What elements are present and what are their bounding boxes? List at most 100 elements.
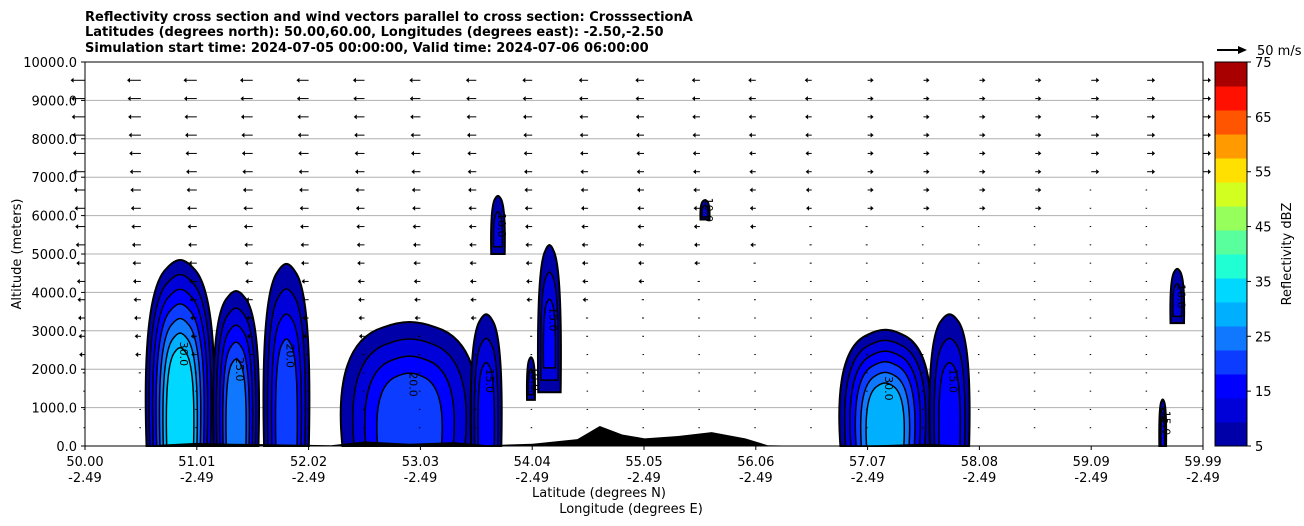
x-tick-label-lon: -2.49 [739, 471, 773, 486]
reflectivity-contour [1160, 415, 1166, 447]
wind-vector-head [135, 352, 139, 358]
wind-vector-head [982, 132, 986, 138]
chart-title: Reflectivity cross section and wind vect… [85, 10, 693, 56]
y-tick-label: 9000.0 [32, 94, 78, 109]
wind-vector-head [522, 96, 526, 102]
title-line-1: Reflectivity cross section and wind vect… [85, 10, 693, 25]
wind-vector-head [870, 114, 874, 120]
wind-vector-head [635, 96, 639, 102]
y-tick-label: 2000.0 [32, 363, 78, 378]
x-tick-label-lon: -2.49 [292, 471, 326, 486]
wind-vector-head [79, 352, 83, 358]
wind-vector-head [131, 242, 135, 248]
wind-vector-head [410, 132, 414, 138]
wind-vector-head [242, 169, 246, 175]
wind-vector-head [749, 205, 753, 211]
wind-vector-head [77, 297, 81, 303]
wind-vector-head [244, 260, 248, 266]
colorbar-tick-label: 65 [1255, 111, 1272, 126]
colorbar-segment [1215, 110, 1247, 135]
wind-vector-head [355, 205, 359, 211]
wind-vector-head [354, 132, 358, 138]
wind-vector-head [578, 77, 582, 83]
wind-vector-head [469, 278, 473, 284]
y-axis-label: Altitude (meters) [10, 199, 25, 310]
colorbar-tick-label: 5 [1255, 440, 1263, 455]
wind-vector-head [133, 278, 137, 284]
contour-label: 10.0 [528, 367, 541, 392]
wind-vector-head [1152, 169, 1156, 175]
wind-vector-head [748, 114, 752, 120]
wind-vector-head [1208, 114, 1211, 120]
x-tick-label-lat: 57.07 [849, 455, 886, 470]
contour-label: 15.0 [483, 368, 496, 393]
x-tick-label-lon: -2.49 [404, 471, 438, 486]
colorbar-tick-label: 45 [1255, 221, 1272, 236]
wind-vector-head [1152, 132, 1156, 138]
wind-vector-head [692, 132, 696, 138]
wind-vector-head [1208, 77, 1211, 83]
wind-vector-head [413, 242, 416, 248]
wind-vector-head [749, 169, 753, 175]
wind-vector-head [805, 169, 809, 175]
wind-vector-head [1208, 96, 1211, 102]
wind-vector-head [296, 77, 300, 83]
wind-vector-head [241, 150, 245, 156]
x-tick-label-lon: -2.49 [1074, 471, 1108, 486]
wind-vector-head [76, 260, 80, 266]
wind-vector-head [134, 315, 138, 321]
wind-vector-head [246, 333, 250, 339]
x-tick-label-lat: 59.09 [1073, 455, 1110, 470]
wind-vector-head [301, 297, 305, 303]
wind-vector-head [1096, 132, 1100, 138]
wind-vector-head [582, 297, 586, 303]
wind-vector-head [466, 114, 470, 120]
wind-vector-head [524, 187, 528, 193]
wind-vector-head [133, 297, 137, 303]
wind-vector-head [870, 169, 874, 175]
colorbar-segment [1215, 422, 1247, 447]
wind-vector-head [245, 297, 249, 303]
wind-vector-head [750, 242, 754, 248]
wind-vector-head [244, 242, 248, 248]
wind-vector-head [523, 114, 527, 120]
wind-vector-head [299, 187, 303, 193]
wind-vector-head [132, 260, 136, 266]
contour-label: 10.0 [702, 198, 715, 223]
x-axis-label-lat: Latitude (degrees N) [532, 486, 666, 501]
wind-vector-head [466, 132, 470, 138]
wind-vector-head [187, 205, 191, 211]
wind-vector-head [926, 205, 930, 211]
wind-vector-head [130, 187, 134, 193]
colorbar-tick-label: 25 [1255, 330, 1272, 345]
colorbar-segment [1215, 254, 1247, 279]
wind-vector-head [78, 315, 81, 321]
wind-vector-head [523, 132, 527, 138]
wind-vector-head [72, 150, 76, 156]
colorbar-segment [1215, 302, 1247, 327]
colorbar: 5 15 25 35 45 55 65 75 [1214, 56, 1272, 455]
wind-vector-head [579, 114, 583, 120]
y-tick-label: 4000.0 [32, 286, 78, 301]
wind-vector-head [414, 315, 418, 321]
y-tick-label: 5000.0 [32, 248, 78, 263]
wind-vector-head [1038, 169, 1042, 175]
x-tick-label-lon: -2.49 [68, 471, 102, 486]
reflectivity-contour [1172, 283, 1183, 318]
wind-vector-head [187, 224, 191, 230]
contour-label: 15.0 [1160, 411, 1173, 436]
wind-vector-head [74, 187, 77, 193]
wind-vector-head [409, 77, 413, 83]
wind-vector-head [1096, 77, 1100, 83]
wind-vector-head [191, 352, 195, 358]
wind-vector-head [297, 132, 301, 138]
contour-label: 30.0 [177, 342, 190, 367]
colorbar-segment [1215, 350, 1247, 375]
wind-vector-head [982, 96, 986, 102]
reflectivity-contour [274, 338, 299, 447]
wind-vector-head [129, 150, 133, 156]
wind-vector-head [1152, 114, 1156, 120]
wind-vector-head [412, 224, 416, 230]
wind-vector-head [691, 77, 695, 83]
x-tick-label-lat: 58.08 [961, 455, 998, 470]
